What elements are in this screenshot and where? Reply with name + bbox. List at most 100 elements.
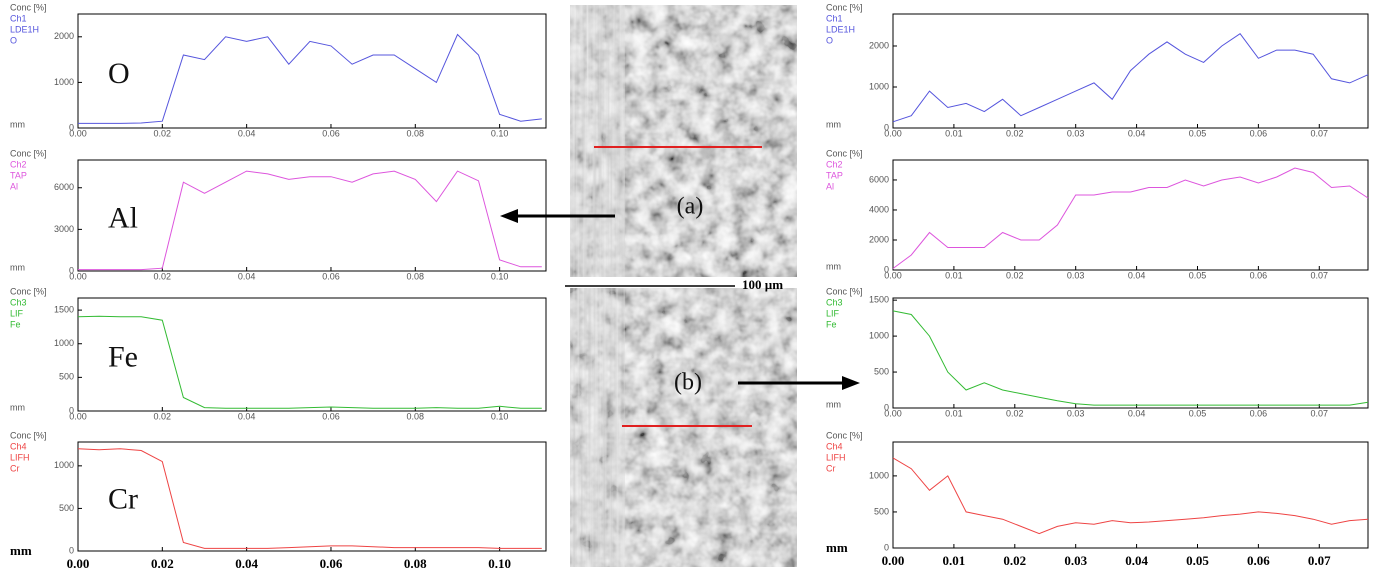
x-tick-label: 0.00	[884, 270, 902, 280]
y-tick-label: 0	[69, 122, 74, 132]
axis-header: TAP	[826, 170, 843, 180]
x-tick-label: 0.04	[1128, 270, 1146, 280]
arrow-right	[738, 376, 860, 390]
axis-header: O	[10, 35, 17, 45]
x-tick-label: 0.10	[491, 271, 509, 281]
plot-frame	[892, 159, 1369, 271]
axis-header: Ch1	[826, 13, 843, 23]
x-tick-label: 0.08	[407, 411, 425, 421]
y-tick-label: 1000	[54, 338, 74, 348]
x-tick-label: 0.04	[1125, 553, 1148, 568]
x-tick-label: 0.06	[1250, 270, 1268, 280]
x-tick-label: 0.05	[1189, 408, 1207, 418]
x-tick-label: 0.10	[491, 411, 509, 421]
data-line	[77, 448, 542, 549]
y-tick-label: 0	[69, 265, 74, 275]
plot-frame	[77, 159, 547, 272]
axis-header: Conc [%]	[10, 430, 47, 440]
element-label: Fe	[108, 340, 138, 373]
x-tick-label: 0.07	[1311, 408, 1329, 418]
element-label: Cr	[108, 482, 138, 515]
x-tick-label: 0.06	[1250, 408, 1268, 418]
x-tick-label: 0.06	[322, 271, 340, 281]
axis-header: LIFH	[10, 452, 30, 462]
axis-header: LDE1H	[826, 24, 855, 34]
axis-header: Fe	[826, 319, 837, 329]
scale-bar-label: 100 µm	[742, 277, 783, 292]
x-tick-label: 0.00	[884, 408, 902, 418]
x-axis-label: mm	[10, 543, 32, 558]
x-tick-label: 0.05	[1189, 270, 1207, 280]
axis-header: Ch4	[10, 441, 27, 451]
x-tick-label: 0.03	[1067, 128, 1085, 138]
y-tick-label: 1000	[54, 460, 74, 470]
x-tick-label: 0.06	[320, 556, 343, 571]
x-tick-label: 0.00	[69, 271, 87, 281]
x-axis-label: mm	[826, 399, 841, 409]
x-tick-label: 0.02	[1006, 128, 1024, 138]
axis-header: Ch3	[10, 297, 27, 307]
y-tick-label: 2000	[869, 40, 889, 50]
x-tick-label: 0.06	[322, 128, 340, 138]
micrograph-b	[570, 288, 797, 567]
y-tick-label: 3000	[54, 224, 74, 234]
x-tick-label: 0.01	[943, 553, 966, 568]
x-tick-label: 0.05	[1189, 128, 1207, 138]
data-line	[892, 33, 1369, 123]
y-tick-label: 500	[59, 372, 74, 382]
y-tick-label: 0	[884, 542, 889, 552]
x-tick-label: 0.10	[488, 556, 511, 571]
plot-frame	[892, 297, 1369, 409]
plot-frame	[892, 441, 1369, 549]
y-tick-label: 0	[884, 264, 889, 274]
x-tick-label: 0.05	[1186, 553, 1209, 568]
x-tick-label: 0.04	[238, 411, 256, 421]
x-tick-label: 0.00	[884, 128, 902, 138]
x-tick-label: 0.02	[1006, 270, 1024, 280]
axis-header: LIFH	[826, 452, 846, 462]
axis-header: Al	[826, 181, 834, 191]
axis-header: LDE1H	[10, 24, 39, 34]
axis-header: Al	[10, 181, 18, 191]
axis-header: Fe	[10, 319, 21, 329]
x-tick-label: 0.00	[882, 553, 905, 568]
y-tick-label: 1000	[869, 330, 889, 340]
data-line	[78, 33, 542, 124]
plot-frame	[77, 13, 547, 129]
x-tick-label: 0.02	[1003, 553, 1026, 568]
micrograph-a	[570, 5, 797, 277]
x-tick-label: 0.01	[945, 128, 963, 138]
x-tick-label: 0.08	[407, 271, 425, 281]
x-tick-label: 0.04	[238, 128, 256, 138]
x-tick-label: 0.02	[151, 556, 174, 571]
axis-header: Ch2	[10, 159, 27, 169]
plot-frame	[77, 297, 547, 412]
x-tick-label: 0.03	[1064, 553, 1087, 568]
x-tick-label: 0.00	[69, 128, 87, 138]
y-tick-label: 0	[884, 122, 889, 132]
substrate	[570, 288, 625, 567]
axis-header: Ch3	[826, 297, 843, 307]
element-label: O	[108, 57, 130, 90]
y-tick-label: 2000	[54, 31, 74, 41]
x-tick-label: 0.06	[1250, 128, 1268, 138]
data-line	[892, 310, 1369, 406]
axis-header: Conc [%]	[10, 286, 47, 296]
axis-header: Conc [%]	[826, 286, 863, 296]
axis-header: Cr	[10, 463, 20, 473]
x-tick-label: 0.01	[945, 270, 963, 280]
x-tick-label: 0.04	[238, 271, 256, 281]
y-tick-label: 4000	[869, 204, 889, 214]
axis-header: Conc [%]	[10, 2, 47, 12]
y-tick-label: 1000	[869, 81, 889, 91]
axis-header: Ch4	[826, 441, 843, 451]
y-tick-label: 1500	[54, 304, 74, 314]
x-tick-label: 0.02	[154, 128, 172, 138]
axis-header: Cr	[826, 463, 836, 473]
